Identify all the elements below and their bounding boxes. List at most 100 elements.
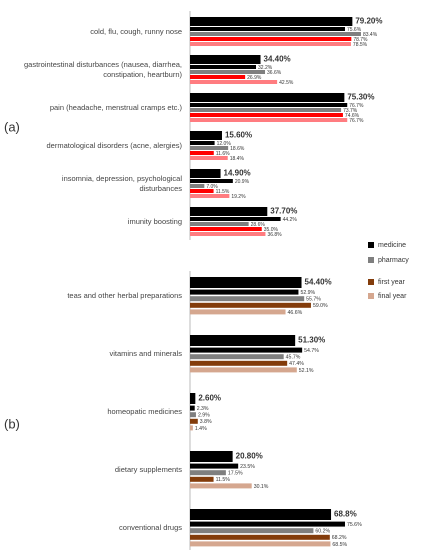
legend-label: medicine: [378, 242, 406, 249]
value-label: 3.8%: [200, 419, 212, 425]
value-label: 54.40%: [305, 278, 332, 287]
value-label: 12.0%: [217, 141, 232, 147]
bar: [190, 146, 229, 150]
value-label: 7.0%: [206, 184, 218, 190]
bar: [190, 65, 257, 69]
value-label: 20.9%: [235, 179, 250, 185]
value-label: 36.8%: [267, 232, 282, 238]
category-label: imunity boosting: [127, 216, 182, 226]
value-label: 68.8%: [334, 510, 357, 519]
legend-label: pharmacy: [378, 257, 409, 264]
value-label: 14.90%: [224, 169, 251, 178]
bar: [190, 179, 233, 183]
value-label: 68.2%: [332, 535, 347, 541]
panel-label: (b): [4, 416, 20, 431]
bar: [190, 113, 343, 117]
bar: [190, 476, 214, 482]
value-label: 75.6%: [347, 27, 362, 33]
value-label: 52.9%: [300, 290, 315, 296]
bar: [190, 103, 348, 107]
value-label: 2.3%: [197, 406, 209, 412]
bar: [190, 118, 348, 122]
category-label-box: vitamins and minerals: [109, 348, 182, 358]
category-label-box: conventional drugs: [119, 522, 182, 532]
bar: [190, 335, 296, 346]
bar: [190, 70, 266, 74]
legend-swatch: [368, 242, 374, 248]
bar: [190, 483, 252, 489]
value-label: 28.6%: [251, 222, 266, 228]
category-label: dermatological disorders (acne, alergies…: [46, 140, 182, 150]
value-label: 79.20%: [355, 17, 382, 26]
bar: [190, 412, 196, 418]
value-label: 26.9%: [247, 75, 262, 81]
bar: [190, 108, 342, 112]
value-label: 37.70%: [270, 207, 297, 216]
value-label: 51.30%: [298, 336, 325, 345]
legend-swatch: [368, 293, 374, 299]
bar: [190, 289, 299, 295]
value-label: 44.2%: [283, 217, 298, 223]
value-label: 19.2%: [231, 194, 246, 200]
value-label: 15.60%: [225, 131, 252, 140]
bar: [190, 222, 249, 226]
bar: [190, 93, 345, 102]
bar: [190, 184, 205, 188]
value-label: 59.0%: [313, 303, 328, 309]
value-label: 68.5%: [332, 542, 347, 548]
bar: [190, 156, 228, 160]
bar: [190, 509, 332, 520]
category-label: pain (headache, menstrual cramps etc.): [49, 102, 182, 112]
value-label: 73.7%: [343, 108, 358, 114]
value-label: 46.6%: [288, 310, 303, 316]
bar: [190, 360, 288, 366]
bar: [190, 189, 214, 193]
bar: [190, 367, 297, 373]
bar: [190, 75, 246, 79]
value-label: 18.4%: [230, 156, 245, 162]
bar: [190, 27, 345, 31]
category-label-box: cold, flu, cough, runny nose: [90, 26, 182, 36]
value-label: 11.5%: [216, 477, 231, 483]
value-label: 75.30%: [347, 93, 374, 102]
bar: [190, 37, 352, 41]
value-label: 20.80%: [236, 452, 263, 461]
bar: [190, 169, 221, 178]
bar: [190, 296, 305, 302]
category-label-box: insomnia, depression, psychological dist…: [61, 173, 182, 193]
value-label: 54.7%: [304, 348, 319, 354]
bar: [190, 151, 214, 155]
bar: [190, 207, 268, 216]
value-label: 18.6%: [230, 146, 245, 152]
category-label: insomnia, depression, psychological dist…: [61, 173, 182, 193]
bar: [190, 470, 226, 476]
bar: [190, 194, 230, 198]
category-label: gastrointestinal disturbances (nausea, d…: [23, 59, 182, 79]
bar: [190, 405, 195, 411]
bar: [190, 131, 222, 140]
legend-label: first year: [378, 279, 406, 286]
bar: [190, 80, 278, 84]
bar: [190, 521, 345, 527]
bar: [190, 451, 233, 462]
value-label: 76.7%: [349, 118, 364, 124]
legend-label: final year: [378, 293, 407, 300]
value-label: 83.4%: [363, 32, 378, 38]
category-label: cold, flu, cough, runny nose: [90, 26, 182, 36]
bar: [190, 354, 284, 360]
category-label: vitamins and minerals: [109, 348, 182, 358]
bar: [190, 541, 331, 547]
category-label: homeopatic medicines: [107, 406, 182, 416]
value-label: 78.7%: [353, 37, 368, 43]
value-label: 75.6%: [347, 522, 362, 528]
value-label: 32.2%: [258, 65, 273, 71]
value-label: 1.4%: [195, 426, 207, 432]
category-label-box: homeopatic medicines: [107, 406, 182, 416]
bar: [190, 393, 196, 404]
category-label-box: pain (headache, menstrual cramps etc.): [49, 102, 182, 112]
bar: [190, 55, 261, 64]
category-label: conventional drugs: [119, 522, 182, 532]
category-label-box: imunity boosting: [127, 216, 182, 226]
value-label: 74.6%: [345, 113, 360, 119]
